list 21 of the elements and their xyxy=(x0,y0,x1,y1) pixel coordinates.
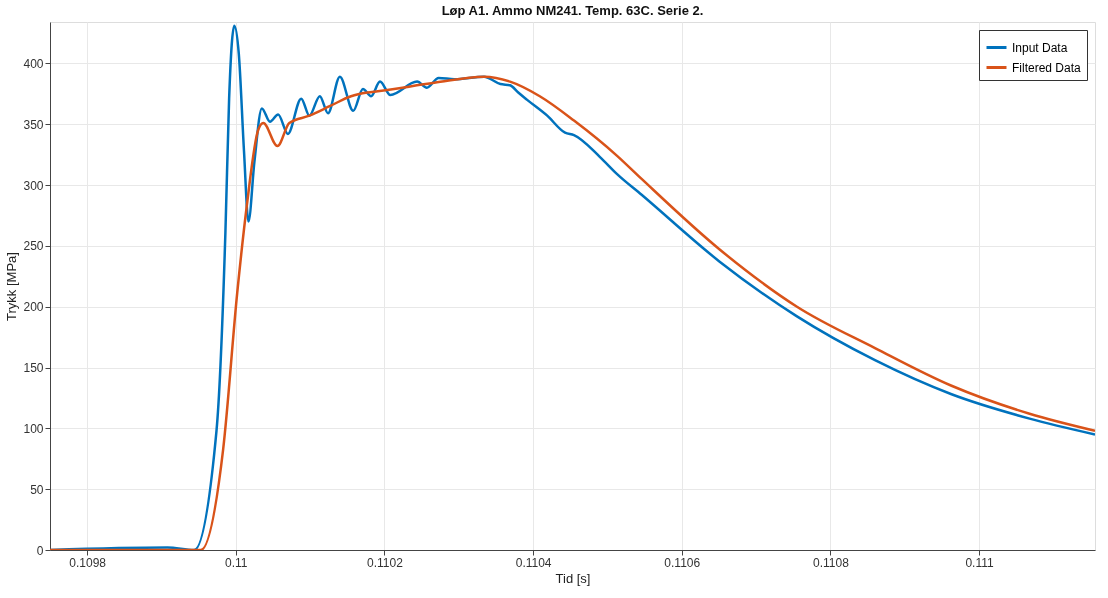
x-tick-label: 0.111 xyxy=(965,555,994,570)
chart-title: Løp A1. Ammo NM241. Temp. 63C. Serie 2. xyxy=(441,3,704,18)
y-tick-label: 50 xyxy=(30,482,44,497)
x-tick-label: 0.1104 xyxy=(515,555,552,570)
y-tick-label: 200 xyxy=(23,300,44,315)
x-tick-label: 0.1102 xyxy=(367,555,404,570)
y-axis-title: Trykk [MPa] xyxy=(4,252,20,321)
x-tick-label: 0.11 xyxy=(225,555,248,570)
legend-label: Input Data xyxy=(1012,40,1068,55)
x-tick-label: 0.1108 xyxy=(813,555,850,570)
x-axis-title: Tid [s] xyxy=(555,570,591,586)
y-tick-label: 0 xyxy=(36,543,44,558)
y-tick-label: 400 xyxy=(23,56,44,71)
legend-label: Filtered Data xyxy=(1012,60,1082,75)
y-tick-label: 300 xyxy=(23,178,44,193)
y-tick-label: 150 xyxy=(23,361,44,376)
x-tick-label: 0.1106 xyxy=(664,555,701,570)
y-tick-label: 250 xyxy=(23,239,44,254)
x-tick-label: 0.1098 xyxy=(69,555,107,570)
y-tick-label: 100 xyxy=(23,421,44,436)
y-tick-label: 350 xyxy=(23,117,44,132)
